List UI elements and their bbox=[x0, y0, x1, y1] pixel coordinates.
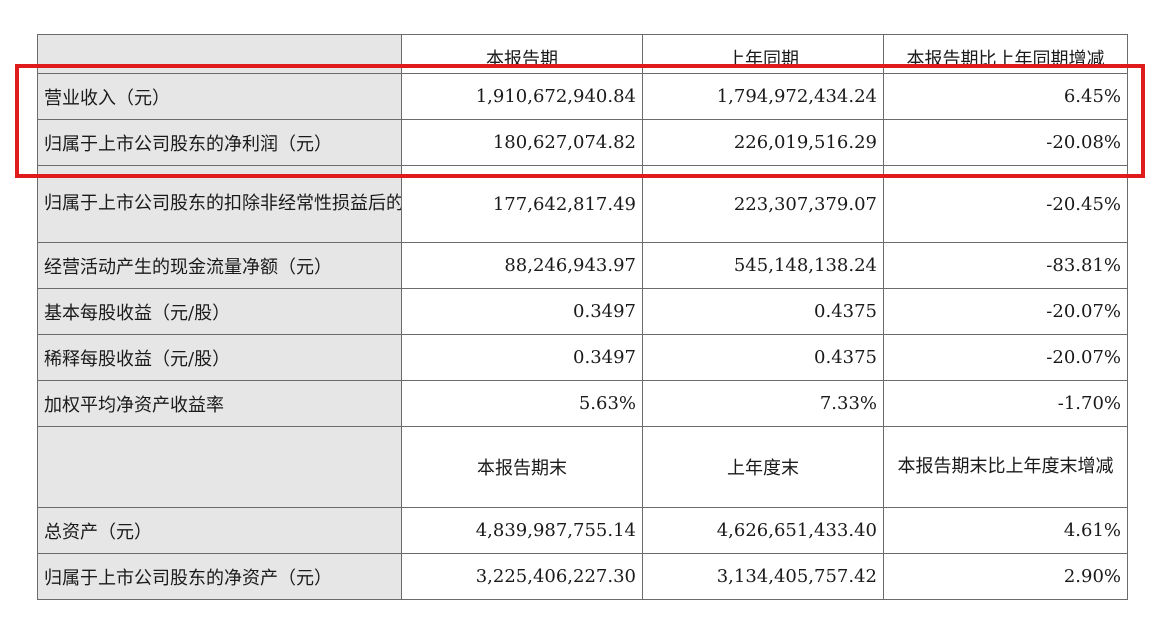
value-change: -20.08% bbox=[883, 119, 1128, 166]
table-row: 归属于上市公司股东的净资产（元） 3,225,406,227.30 3,134,… bbox=[37, 553, 1128, 600]
value-change: 4.61% bbox=[883, 507, 1128, 554]
table-row: 归属于上市公司股东的净利润（元） 180,627,074.82 226,019,… bbox=[37, 119, 1128, 166]
value-change: -1.70% bbox=[883, 380, 1128, 427]
financial-summary-table: 本报告期 上年同期 本报告期比上年同期增减 营业收入（元） 1,910,672,… bbox=[37, 34, 1128, 600]
value-current: 177,642,817.49 bbox=[401, 165, 643, 243]
row-label: 基本每股收益（元/股） bbox=[37, 288, 402, 335]
financial-table-container: 本报告期 上年同期 本报告期比上年同期增减 营业收入（元） 1,910,672,… bbox=[37, 34, 1128, 608]
value-change: -20.07% bbox=[883, 288, 1128, 335]
row-label: 稀释每股收益（元/股） bbox=[37, 334, 402, 381]
value-current: 180,627,074.82 bbox=[401, 119, 643, 166]
value-change: 2.90% bbox=[883, 553, 1128, 600]
table-row: 总资产（元） 4,839,987,755.14 4,626,651,433.40… bbox=[37, 507, 1128, 554]
header-period-change: 本报告期比上年同期增减 bbox=[883, 34, 1128, 74]
value-change: -83.81% bbox=[883, 242, 1128, 289]
value-prior: 1,794,972,434.24 bbox=[642, 73, 884, 120]
row-label: 营业收入（元） bbox=[37, 73, 402, 120]
value-prior: 0.4375 bbox=[642, 334, 884, 381]
value-prior: 0.4375 bbox=[642, 288, 884, 335]
value-period-end: 3,225,406,227.30 bbox=[401, 553, 643, 600]
header-year-end-change: 本报告期末比上年度末增减 bbox=[883, 426, 1128, 508]
table-row: 营业收入（元） 1,910,672,940.84 1,794,972,434.2… bbox=[37, 73, 1128, 120]
value-current: 1,910,672,940.84 bbox=[401, 73, 643, 120]
table-row: 稀释每股收益（元/股） 0.3497 0.4375 -20.07% bbox=[37, 334, 1128, 381]
table-row: 加权平均净资产收益率 5.63% 7.33% -1.70% bbox=[37, 380, 1128, 427]
row-label: 归属于上市公司股东的净利润（元） bbox=[37, 119, 402, 166]
row-label: 经营活动产生的现金流量净额（元） bbox=[37, 242, 402, 289]
value-prior-year-end: 3,134,405,757.42 bbox=[642, 553, 884, 600]
value-change: 6.45% bbox=[883, 73, 1128, 120]
table-row: 归属于上市公司股东的扣除非经常性损益后的净利润（元） 177,642,817.4… bbox=[37, 165, 1128, 243]
table-header-row: 本报告期 上年同期 本报告期比上年同期增减 bbox=[37, 34, 1128, 74]
value-current: 5.63% bbox=[401, 380, 643, 427]
header-prior-period: 上年同期 bbox=[642, 34, 884, 74]
row-label: 加权平均净资产收益率 bbox=[37, 380, 402, 427]
value-prior: 545,148,138.24 bbox=[642, 242, 884, 289]
value-prior: 226,019,516.29 bbox=[642, 119, 884, 166]
table-subheader-row: 本报告期末 上年度末 本报告期末比上年度末增减 bbox=[37, 426, 1128, 508]
value-change: -20.07% bbox=[883, 334, 1128, 381]
value-prior-year-end: 4,626,651,433.40 bbox=[642, 507, 884, 554]
header-blank-cell bbox=[37, 34, 402, 74]
value-prior: 7.33% bbox=[642, 380, 884, 427]
value-change: -20.45% bbox=[883, 165, 1128, 243]
table-row: 基本每股收益（元/股） 0.3497 0.4375 -20.07% bbox=[37, 288, 1128, 335]
header-current-period: 本报告期 bbox=[401, 34, 643, 74]
value-current: 88,246,943.97 bbox=[401, 242, 643, 289]
row-label: 总资产（元） bbox=[37, 507, 402, 554]
header-prior-year-end: 上年度末 bbox=[642, 426, 884, 508]
row-label: 归属于上市公司股东的扣除非经常性损益后的净利润（元） bbox=[37, 165, 402, 243]
table-row: 经营活动产生的现金流量净额（元） 88,246,943.97 545,148,1… bbox=[37, 242, 1128, 289]
value-prior: 223,307,379.07 bbox=[642, 165, 884, 243]
header-period-end: 本报告期末 bbox=[401, 426, 643, 508]
row-label: 归属于上市公司股东的净资产（元） bbox=[37, 553, 402, 600]
value-period-end: 4,839,987,755.14 bbox=[401, 507, 643, 554]
subheader-blank-cell bbox=[37, 426, 402, 508]
value-current: 0.3497 bbox=[401, 334, 643, 381]
value-current: 0.3497 bbox=[401, 288, 643, 335]
